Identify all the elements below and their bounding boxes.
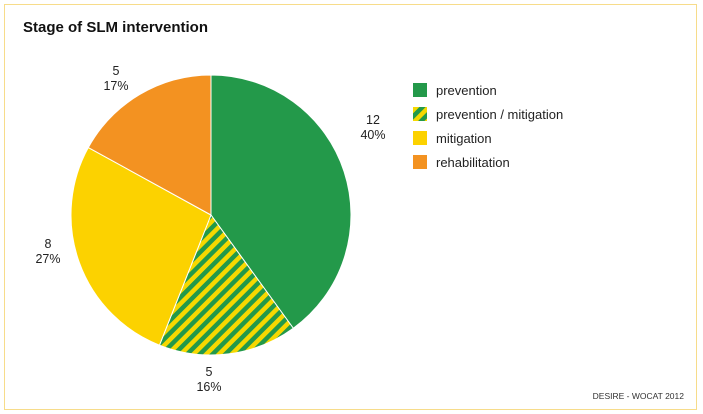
slice-percent-prevention: 40% xyxy=(360,128,386,142)
legend-swatch-rehabilitation xyxy=(413,155,427,169)
legend-swatch-mitigation xyxy=(413,131,427,145)
slice-label-prevention: 12 40% xyxy=(348,113,398,143)
legend-swatch-prevention-mitigation xyxy=(413,107,427,121)
legend-item-rehabilitation: rehabilitation xyxy=(413,150,563,174)
chart-frame: Stage of SLM intervention 12 40% 5 16% 8… xyxy=(4,4,697,410)
legend-item-prevention: prevention xyxy=(413,78,563,102)
slice-percent-mitigation: 27% xyxy=(35,252,61,266)
slice-label-rehabilitation: 5 17% xyxy=(91,64,141,94)
pie-slice-rehabilitation xyxy=(87,74,212,216)
legend-label-mitigation: mitigation xyxy=(436,130,492,146)
legend-label-prevention: prevention xyxy=(436,82,497,98)
pie-slice-prevention xyxy=(210,74,352,329)
slice-value-rehabilitation: 5 xyxy=(112,64,120,78)
slice-label-mitigation: 8 27% xyxy=(23,237,73,267)
legend-item-mitigation: mitigation xyxy=(413,126,563,150)
legend-item-prevention-mitigation: prevention / mitigation xyxy=(413,102,563,126)
slice-value-mitigation: 8 xyxy=(44,237,52,251)
pie-slice-prevention-mitigation xyxy=(158,213,294,356)
source-credit: DESIRE - WOCAT 2012 xyxy=(592,391,684,401)
legend-label-rehabilitation: rehabilitation xyxy=(436,154,510,170)
pie-slice-mitigation xyxy=(70,146,212,346)
slice-percent-rehabilitation: 17% xyxy=(103,79,129,93)
legend: prevention prevention / mitigation mitig… xyxy=(413,78,563,174)
slice-percent-prevention-mitigation: 16% xyxy=(196,380,222,394)
legend-swatch-prevention xyxy=(413,83,427,97)
slice-value-prevention-mitigation: 5 xyxy=(205,365,213,379)
chart-title: Stage of SLM intervention xyxy=(23,19,209,36)
slice-value-prevention: 12 xyxy=(366,113,380,127)
slice-label-prevention-mitigation: 5 16% xyxy=(184,365,234,395)
legend-label-prevention-mitigation: prevention / mitigation xyxy=(436,106,564,122)
pie-chart xyxy=(70,74,352,356)
